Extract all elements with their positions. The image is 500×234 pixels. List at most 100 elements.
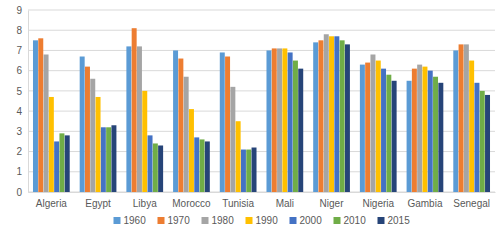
series [44, 34, 469, 192]
x-axis-line [29, 192, 496, 193]
x-axis: Algeria Egypt Libya Morocco Tunisia Mali Niger… [29, 193, 496, 210]
bar [469, 61, 474, 192]
bar [80, 57, 85, 192]
bar [205, 141, 210, 192]
bar [85, 67, 90, 192]
legend-swatch [246, 217, 253, 224]
bar [106, 127, 111, 192]
legend-label: 2000 [300, 215, 323, 226]
bar [407, 81, 412, 192]
bar [293, 61, 298, 192]
x-tick-label: Senegal [453, 198, 490, 209]
bar [453, 50, 458, 192]
y-tick-label: 6 [16, 65, 22, 76]
x-tick: Senegal [453, 198, 490, 209]
bar [189, 109, 194, 192]
bar [59, 133, 64, 192]
y-tick-label: 1 [16, 166, 22, 177]
y-tick-label: 2 [16, 146, 22, 157]
bar [392, 81, 397, 192]
bar [44, 54, 49, 192]
x-tick: Tunisia [222, 198, 254, 209]
x-tick: Niger [320, 198, 345, 209]
grid-line [28, 10, 495, 11]
bar [54, 141, 59, 192]
bar [485, 95, 490, 192]
y-tick: 2 [16, 146, 28, 157]
bar [236, 121, 241, 192]
bar [365, 63, 370, 192]
x-tick: Gambia [407, 198, 442, 209]
x-tick: Libya [133, 198, 157, 209]
bar [288, 52, 293, 192]
legend-label: 1980 [212, 215, 235, 226]
bar [111, 125, 116, 192]
bar [200, 139, 205, 192]
x-tick-label: Morocco [172, 198, 211, 209]
y-tick-label: 0 [16, 187, 22, 198]
bar [148, 135, 153, 192]
x-tick: Nigeria [362, 198, 394, 209]
legend-item: 2015 [378, 215, 411, 226]
bar [313, 42, 318, 192]
bar [360, 65, 365, 192]
y-tick-label: 5 [16, 86, 22, 97]
bar [241, 150, 246, 192]
legend-label: 2015 [388, 215, 411, 226]
legend-swatch [334, 217, 341, 224]
bar [464, 44, 469, 192]
bar [230, 87, 235, 192]
legend-label: 1960 [124, 215, 147, 226]
bar [329, 36, 334, 192]
bar [298, 69, 303, 192]
series [54, 36, 479, 192]
series [59, 40, 484, 192]
series [38, 28, 463, 192]
y-tick: 5 [16, 86, 28, 97]
bar [126, 46, 131, 192]
bar [282, 48, 287, 192]
x-tick-label: Gambia [407, 198, 442, 209]
bar [38, 38, 43, 192]
y-tick-label: 9 [16, 5, 22, 16]
bar [252, 148, 257, 192]
legend-label: 1970 [168, 215, 191, 226]
bar [194, 137, 199, 192]
x-tick-label: Algeria [36, 198, 68, 209]
bar [370, 54, 375, 192]
bar [334, 36, 339, 192]
y-tick: 8 [16, 25, 28, 36]
y-tick: 6 [16, 65, 28, 76]
plot: 0123456789AlgeriaEgyptLibyaMoroccoTunisi… [16, 5, 495, 209]
bar [33, 40, 38, 192]
y-axis-line [28, 11, 29, 193]
bar [417, 65, 422, 192]
y-tick-label: 8 [16, 25, 22, 36]
y-tick-label: 7 [16, 45, 22, 56]
x-tick-label: Tunisia [222, 198, 254, 209]
bar [158, 145, 163, 192]
bar [153, 143, 158, 192]
x-tick-label: Libya [133, 198, 157, 209]
bar [422, 67, 427, 192]
bar [480, 91, 485, 192]
bar [132, 28, 137, 192]
legend: 1960197019801990200020102015 [114, 215, 411, 226]
bar [246, 150, 251, 192]
bar [137, 46, 142, 192]
bar [428, 71, 433, 192]
legend-item: 1990 [246, 215, 279, 226]
bar [345, 44, 350, 192]
bar [272, 48, 277, 192]
x-tick: Egypt [85, 198, 111, 209]
legend-swatch [202, 217, 209, 224]
x-tick-label: Nigeria [362, 198, 394, 209]
bars [33, 28, 490, 192]
y-tick: 4 [16, 106, 28, 117]
x-tick: Mali [276, 198, 294, 209]
bar [340, 40, 345, 192]
bar [178, 59, 183, 192]
y-axis: 0123456789 [16, 5, 28, 198]
bar [173, 50, 178, 192]
bar [142, 91, 147, 192]
